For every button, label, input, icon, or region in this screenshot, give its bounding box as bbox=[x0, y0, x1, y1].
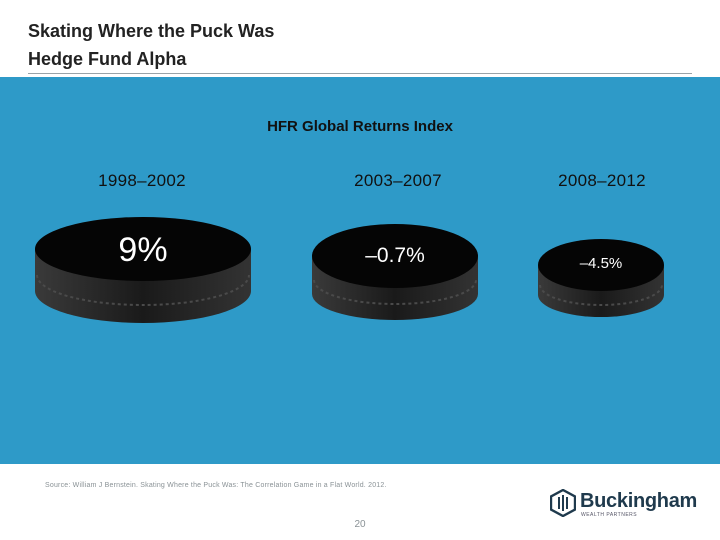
puck-1998-2002: 9% bbox=[33, 215, 253, 325]
period-label-1998-2002: 1998–2002 bbox=[98, 171, 186, 190]
page-number: 20 bbox=[354, 519, 366, 530]
slide-title: Skating Where the Puck Was bbox=[28, 21, 275, 41]
buckingham-logo: Buckingham WEALTH PARTNERS bbox=[550, 487, 710, 519]
puck-2003-2007-shape bbox=[312, 224, 478, 320]
period-label-2003-2007: 2003–2007 bbox=[354, 171, 442, 190]
puck-2008-2012: –4.5% bbox=[536, 237, 666, 319]
puck-value-2003-2007: –0.7% bbox=[365, 244, 425, 267]
puck-value-2008-2012: –4.5% bbox=[579, 255, 623, 272]
puck-2008-2012-shape bbox=[538, 239, 664, 317]
puck-2003-2007: –0.7% bbox=[310, 222, 480, 322]
period-label-2008-2012: 2008–2012 bbox=[558, 171, 646, 190]
chart-heading: HFR Global Returns Index bbox=[267, 118, 453, 135]
puck-1998-2002-shape bbox=[35, 217, 251, 323]
slide-subtitle: Hedge Fund Alpha bbox=[28, 49, 187, 69]
source-note: Source: William J Bernstein. Skating Whe… bbox=[45, 482, 387, 489]
title-divider bbox=[28, 73, 692, 74]
puck-value-1998-2002: 9% bbox=[118, 231, 168, 269]
logo-tagline: WEALTH PARTNERS bbox=[581, 512, 638, 518]
hexagon-logo-icon bbox=[550, 489, 576, 517]
logo-wordmark: Buckingham bbox=[580, 490, 698, 512]
